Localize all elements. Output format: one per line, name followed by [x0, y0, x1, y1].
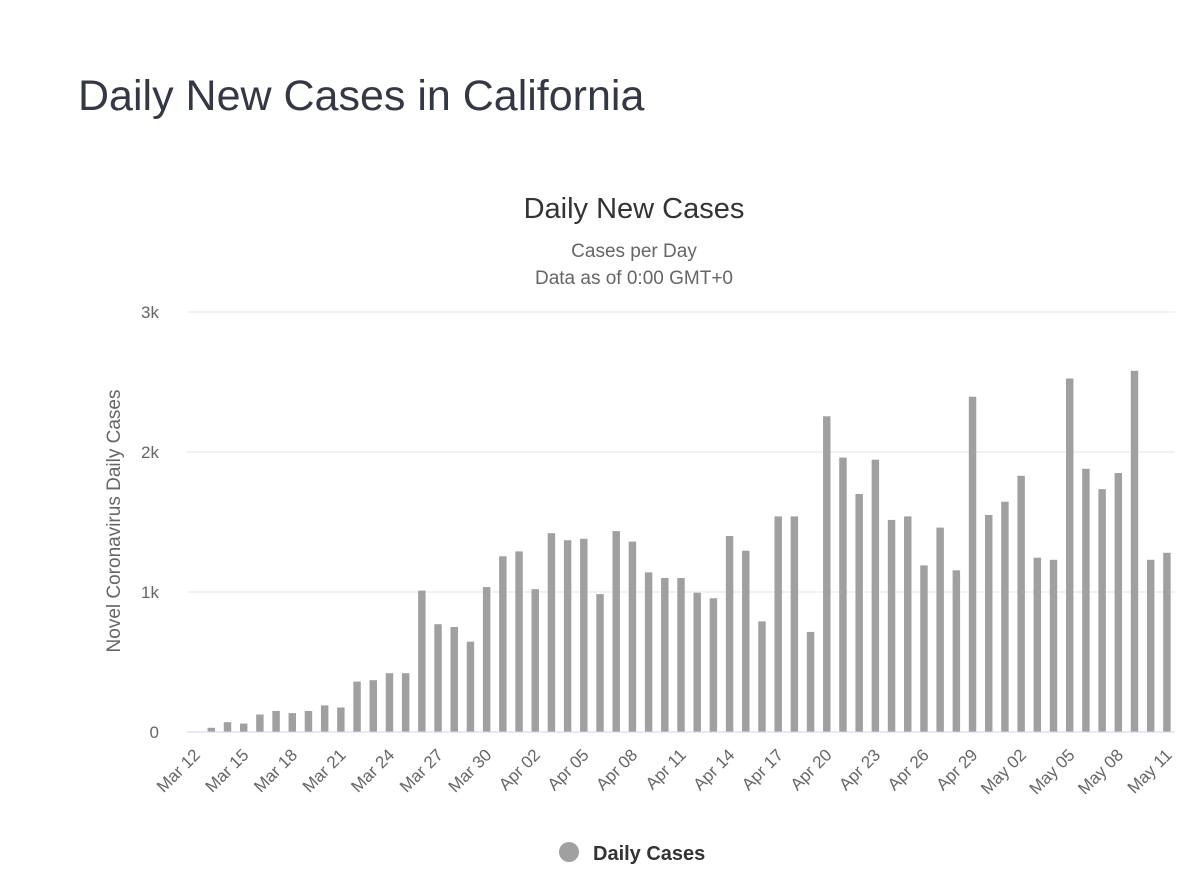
- bar-may-10[interactable]: [1146, 559, 1155, 732]
- x-tick-label: Mar 15: [202, 745, 253, 796]
- x-tick-label: Mar 30: [445, 745, 496, 796]
- y-tick-label: 2k: [141, 443, 159, 462]
- bar-mar-30[interactable]: [482, 587, 491, 732]
- bar-apr-28[interactable]: [952, 570, 961, 732]
- bar-may-01[interactable]: [1001, 501, 1009, 732]
- bar-apr-17[interactable]: [774, 516, 782, 732]
- bar-apr-08[interactable]: [628, 541, 637, 732]
- bar-apr-10[interactable]: [661, 578, 669, 732]
- bar-may-11[interactable]: [1163, 552, 1171, 732]
- bar-apr-18[interactable]: [790, 516, 799, 732]
- chart-subtitle-line-1: Cases per Day: [571, 241, 697, 262]
- x-tick-label: Apr 14: [690, 745, 739, 794]
- bar-apr-15[interactable]: [742, 550, 750, 732]
- bar-apr-14[interactable]: [725, 536, 734, 732]
- bar-apr-12[interactable]: [693, 592, 701, 732]
- bar-mar-14[interactable]: [223, 722, 232, 732]
- bar-apr-03[interactable]: [547, 533, 556, 732]
- bar-mar-19[interactable]: [304, 711, 313, 732]
- bar-apr-05[interactable]: [580, 538, 588, 732]
- y-tick-label: 3k: [141, 303, 159, 322]
- x-tick-label: Apr 05: [544, 745, 593, 794]
- y-axis-title: Novel Coronavirus Daily Cases: [104, 390, 125, 653]
- bar-apr-22[interactable]: [855, 494, 863, 732]
- x-tick-label: Mar 12: [153, 745, 204, 796]
- bar-mar-26[interactable]: [418, 590, 426, 732]
- bar-apr-09[interactable]: [644, 572, 653, 732]
- legend[interactable]: Daily Cases: [559, 842, 705, 865]
- bar-mar-18[interactable]: [288, 713, 296, 732]
- x-tick-label: Apr 20: [787, 745, 836, 794]
- x-tick-label: May 08: [1074, 745, 1127, 798]
- x-tick-label: Apr 11: [642, 745, 690, 793]
- bar-mar-17[interactable]: [272, 711, 280, 732]
- legend-label-daily-cases[interactable]: Daily Cases: [593, 843, 705, 865]
- bar-mar-27[interactable]: [434, 624, 442, 732]
- bar-apr-29[interactable]: [968, 396, 977, 732]
- bar-apr-01[interactable]: [515, 551, 523, 732]
- chart-subtitle-line-2: Data as of 0:00 GMT+0: [535, 268, 733, 289]
- bar-may-09[interactable]: [1130, 370, 1139, 732]
- x-tick-label: Apr 23: [835, 745, 884, 794]
- bar-apr-04[interactable]: [563, 540, 572, 732]
- x-tick-label: Apr 26: [884, 745, 933, 794]
- grid-lines: 0 1k 2k 3k: [141, 303, 1175, 742]
- x-tick-label: May 11: [1124, 745, 1176, 797]
- bar-mar-13[interactable]: [207, 727, 216, 732]
- x-tick-label: Apr 29: [933, 745, 982, 794]
- bar-mar-31[interactable]: [499, 556, 507, 732]
- bar-mar-24[interactable]: [385, 673, 394, 732]
- x-tick-label: May 05: [1026, 745, 1079, 798]
- bar-mar-28[interactable]: [450, 627, 458, 732]
- bar-may-07[interactable]: [1098, 489, 1106, 732]
- x-tick-label: Mar 21: [299, 745, 350, 796]
- bar-may-05[interactable]: [1066, 378, 1074, 733]
- bar-may-02[interactable]: [1017, 475, 1025, 732]
- y-tick-label: 0: [150, 723, 159, 742]
- bar-apr-30[interactable]: [985, 515, 993, 732]
- bar-apr-25[interactable]: [904, 516, 912, 732]
- bar-may-06[interactable]: [1082, 468, 1090, 732]
- x-tick-label: Apr 08: [592, 745, 641, 794]
- bar-apr-27[interactable]: [936, 527, 944, 732]
- bar-mar-21[interactable]: [337, 707, 345, 733]
- bar-apr-19[interactable]: [806, 631, 815, 732]
- bar-apr-11[interactable]: [677, 578, 685, 732]
- x-tick-label: Mar 18: [250, 745, 301, 796]
- bar-apr-16[interactable]: [758, 621, 766, 732]
- bar-may-04[interactable]: [1049, 559, 1058, 732]
- bar-mar-29[interactable]: [466, 641, 475, 732]
- x-tick-label: Apr 02: [495, 745, 544, 794]
- bar-apr-07[interactable]: [612, 531, 620, 732]
- bar-mar-20[interactable]: [320, 705, 329, 732]
- bar-may-03[interactable]: [1033, 557, 1042, 732]
- bar-mar-25[interactable]: [401, 673, 410, 732]
- x-tick-label: Mar 24: [347, 745, 398, 796]
- bar-apr-26[interactable]: [920, 565, 928, 732]
- bar-apr-06[interactable]: [596, 594, 604, 732]
- bar-may-08[interactable]: [1114, 473, 1123, 732]
- y-tick-label: 1k: [141, 583, 159, 602]
- bar-series: [207, 370, 1171, 733]
- page-title: Daily New Cases in California: [78, 72, 645, 120]
- x-tick-label: Apr 17: [738, 745, 787, 794]
- bar-apr-21[interactable]: [839, 457, 847, 732]
- bar-apr-13[interactable]: [709, 598, 718, 732]
- bar-apr-23[interactable]: [871, 459, 880, 732]
- bar-apr-20[interactable]: [823, 416, 831, 732]
- bar-mar-16[interactable]: [256, 714, 264, 733]
- bar-mar-23[interactable]: [369, 680, 377, 732]
- legend-marker-daily-cases: [559, 842, 579, 862]
- bar-mar-15[interactable]: [239, 723, 248, 732]
- bar-apr-02[interactable]: [531, 589, 539, 732]
- x-tick-label: Mar 27: [396, 745, 447, 796]
- chart-title: Daily New Cases: [524, 193, 745, 225]
- x-tick-label: May 02: [977, 745, 1030, 798]
- bar-apr-24[interactable]: [887, 519, 896, 732]
- bar-mar-22[interactable]: [353, 681, 361, 732]
